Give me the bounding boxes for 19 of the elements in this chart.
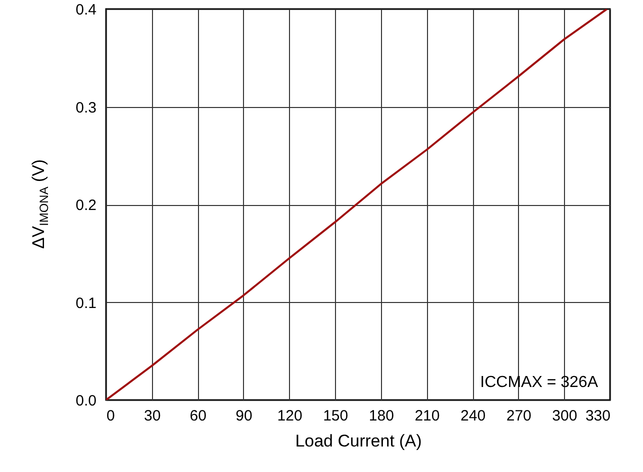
x-tick-label: 300: [552, 408, 578, 424]
x-tick-label: 180: [368, 408, 394, 424]
y-tick-label: 0.4: [76, 2, 96, 18]
line-series: [106, 9, 608, 400]
x-tick-label: 60: [190, 408, 206, 424]
y-tick-label: 0.2: [76, 197, 96, 214]
x-tick-label: 240: [460, 408, 486, 424]
x-axis-title: Load Current (A): [295, 432, 422, 450]
x-tick-label: 90: [236, 408, 252, 424]
x-tick-label: 210: [414, 408, 440, 424]
y-tick-label: 0.1: [76, 294, 96, 312]
x-tick-label: 330: [585, 408, 610, 424]
y-tick-label: 0.3: [76, 99, 96, 116]
x-tick-label: 120: [277, 408, 302, 424]
x-tick-label: 0: [106, 408, 115, 424]
y-tick-label: 0.0: [76, 392, 96, 410]
x-tick-label: 150: [323, 408, 348, 424]
x-tick-label: 270: [506, 408, 532, 424]
x-tick-label: 30: [144, 408, 161, 424]
